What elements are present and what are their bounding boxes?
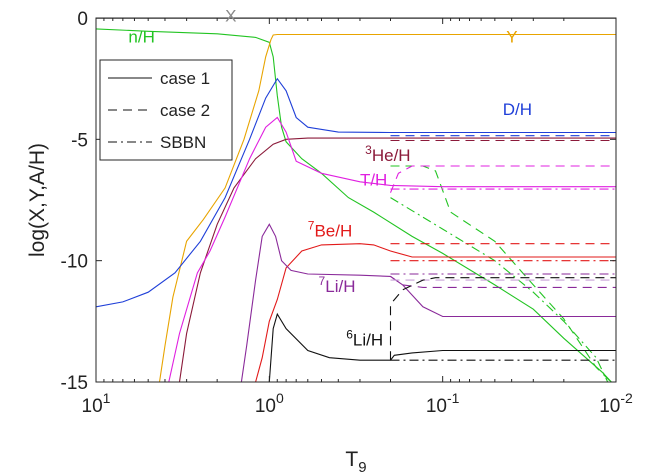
series-label-lbl-nh: n/H (128, 27, 154, 46)
x-tick-label-exponent: -1 (447, 390, 460, 406)
series-line-he3 (178, 137, 616, 382)
x-tick-label-exponent: 1 (103, 390, 111, 406)
series-line-nh2 (390, 165, 612, 382)
x-tick-label: 10-2 (599, 390, 633, 417)
x-axis-label-main: T (345, 448, 358, 471)
legend-label-sbbn: SBBN (160, 133, 206, 152)
x-axis-label-subscript: 9 (358, 459, 366, 476)
plot-frame (95, 17, 617, 383)
series-label-text: Li/H (353, 331, 383, 350)
y-tick-label: 0 (77, 9, 88, 30)
series-line-be1 (255, 243, 616, 382)
x-axis-label: T9 (345, 448, 366, 476)
series-layer (96, 18, 616, 382)
x-tick-label-base: 10 (599, 396, 620, 417)
series-label-superscript: 6 (346, 328, 353, 342)
legend: case 1 case 2 SBBN (99, 59, 233, 161)
legend-label-case2: case 2 (160, 101, 210, 120)
series-label-lbl-dh: D/H (503, 100, 532, 119)
series-label-lbl-be7: 7Be/H (308, 218, 352, 240)
series-label-lbl-li6: 6Li/H (346, 328, 383, 350)
series-label-lbl-he3: 3He/H (365, 143, 410, 165)
x-tick-label: 101 (82, 390, 111, 417)
series-label-superscript: 3 (365, 143, 372, 157)
y-tick-label: -10 (61, 252, 88, 273)
ticks-layer: 101 100 10-1 10-20-5-10-15 (61, 9, 633, 417)
series-line-nh (96, 28, 613, 382)
x-tick-label: 100 (255, 390, 284, 417)
series-label-lbl-li7: 7Li/H (319, 274, 356, 296)
series-label-lbl-x: X (225, 7, 236, 26)
legend-box (99, 59, 233, 161)
series-line-li7 (240, 223, 616, 382)
y-tick-label: -5 (71, 130, 88, 151)
series-label-superscript: 7 (308, 218, 315, 232)
series-line-t1 (168, 116, 616, 382)
y-axis-label: log(X,Y,A/H) (26, 143, 49, 257)
legend-label-case1: case 1 (160, 69, 210, 88)
x-tick-label-exponent: -2 (620, 390, 633, 406)
x-tick-label-base: 10 (426, 396, 447, 417)
series-line-li6 (268, 312, 616, 382)
series-label-lbl-th: T/H (360, 170, 387, 189)
x-tick-label-base: 10 (255, 396, 276, 417)
series-line-nh3 (390, 197, 609, 382)
series-label-text: Li/H (325, 277, 355, 296)
series-label-lbl-y: Y (506, 27, 517, 46)
series-label-text: He/H (372, 146, 411, 165)
x-tick-label-exponent: 0 (276, 390, 284, 406)
series-label-text: Be/H (314, 221, 352, 240)
x-tick-label-base: 10 (82, 396, 103, 417)
x-tick-label: 10-1 (426, 390, 460, 417)
series-label-superscript: 7 (319, 274, 326, 288)
series-line-d1 (96, 77, 616, 308)
series-line-t2 (389, 165, 616, 193)
y-tick-label: -15 (61, 373, 88, 394)
series-line-y (158, 33, 616, 382)
series-line-li6b (389, 277, 616, 361)
